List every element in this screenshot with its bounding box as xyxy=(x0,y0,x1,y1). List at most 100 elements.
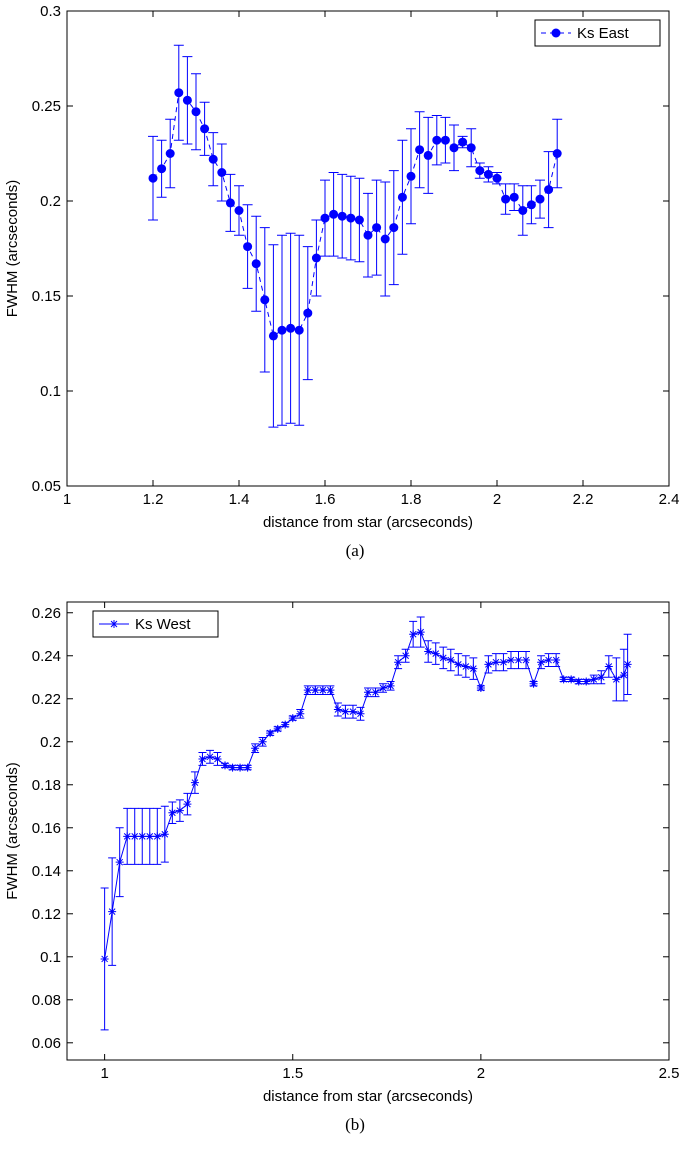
marker xyxy=(277,325,287,335)
legend-marker xyxy=(110,620,118,628)
marker xyxy=(333,705,342,714)
marker xyxy=(341,707,350,716)
marker xyxy=(115,858,124,867)
marker xyxy=(401,651,410,660)
series-line xyxy=(104,631,629,960)
marker xyxy=(251,259,261,269)
y-tick-label: 0.18 xyxy=(32,777,61,794)
series-line xyxy=(152,91,558,337)
marker xyxy=(454,660,463,669)
marker xyxy=(354,215,364,225)
y-tick-label: 0.12 xyxy=(32,906,61,923)
marker xyxy=(544,185,554,195)
marker xyxy=(501,194,511,204)
marker xyxy=(294,325,304,335)
y-tick-label: 0.2 xyxy=(40,734,61,751)
marker xyxy=(303,308,313,318)
marker xyxy=(458,137,468,147)
marker xyxy=(469,664,478,673)
marker xyxy=(168,808,177,817)
marker xyxy=(191,107,201,117)
marker xyxy=(559,675,568,684)
marker xyxy=(228,763,237,772)
marker xyxy=(432,135,442,145)
marker xyxy=(190,778,199,787)
marker xyxy=(311,686,320,695)
marker xyxy=(612,675,621,684)
x-tick-label: 1.5 xyxy=(282,1065,303,1082)
marker xyxy=(258,737,267,746)
marker xyxy=(157,164,167,174)
marker xyxy=(461,662,470,671)
marker xyxy=(329,209,339,219)
marker xyxy=(174,88,184,98)
x-tick-label: 2.2 xyxy=(573,491,594,508)
marker xyxy=(303,686,312,695)
marker xyxy=(318,686,327,695)
marker xyxy=(236,763,245,772)
marker xyxy=(604,662,613,671)
marker xyxy=(397,192,407,202)
marker xyxy=(251,744,260,753)
marker xyxy=(416,628,425,637)
x-tick-label: 1.4 xyxy=(229,491,250,508)
x-tick-label: 2 xyxy=(493,491,501,508)
y-tick-label: 0.05 xyxy=(32,478,61,495)
marker xyxy=(100,954,109,963)
caption: (b) xyxy=(345,1115,365,1134)
y-tick-label: 0.1 xyxy=(40,383,61,400)
marker xyxy=(175,806,184,815)
marker xyxy=(326,686,335,695)
marker xyxy=(243,242,253,252)
marker xyxy=(582,677,591,686)
legend: Ks East xyxy=(534,19,661,47)
marker xyxy=(552,656,561,665)
marker xyxy=(449,143,459,153)
marker xyxy=(499,658,508,667)
marker xyxy=(183,800,192,809)
marker xyxy=(389,223,399,233)
marker xyxy=(386,681,395,690)
axes-box xyxy=(66,10,670,487)
marker xyxy=(423,150,433,160)
marker xyxy=(514,656,523,665)
x-axis-label: distance from star (arcseconds) xyxy=(263,514,473,531)
marker xyxy=(380,234,390,244)
marker xyxy=(619,671,628,680)
legend-label: Ks East xyxy=(577,25,630,42)
y-tick-label: 0.14 xyxy=(32,863,61,880)
x-tick-label: 1 xyxy=(63,491,71,508)
marker xyxy=(198,754,207,763)
y-tick-label: 0.26 xyxy=(32,605,61,622)
marker xyxy=(509,192,519,202)
marker xyxy=(108,907,117,916)
y-tick-label: 0.15 xyxy=(32,288,61,305)
y-axis-label: FWHM (arcseconds) xyxy=(4,180,21,318)
marker xyxy=(415,145,425,155)
y-axis-label: FWHM (arcseconds) xyxy=(4,762,21,900)
marker xyxy=(491,658,500,667)
marker xyxy=(243,763,252,772)
marker xyxy=(544,656,553,665)
x-tick-label: 1 xyxy=(100,1065,108,1082)
marker xyxy=(409,630,418,639)
marker xyxy=(476,684,485,693)
marker xyxy=(379,684,388,693)
y-tick-label: 0.22 xyxy=(32,691,61,708)
marker xyxy=(424,647,433,656)
marker xyxy=(439,653,448,662)
y-tick-label: 0.25 xyxy=(32,98,61,115)
marker xyxy=(466,143,476,153)
caption: (a) xyxy=(346,541,365,560)
marker xyxy=(589,675,598,684)
marker xyxy=(200,124,210,134)
marker xyxy=(574,677,583,686)
marker xyxy=(165,149,175,158)
marker xyxy=(406,171,416,181)
marker xyxy=(529,679,538,688)
y-tick-label: 0.3 xyxy=(40,3,61,20)
legend-label: Ks West xyxy=(135,616,191,633)
marker xyxy=(492,173,502,183)
